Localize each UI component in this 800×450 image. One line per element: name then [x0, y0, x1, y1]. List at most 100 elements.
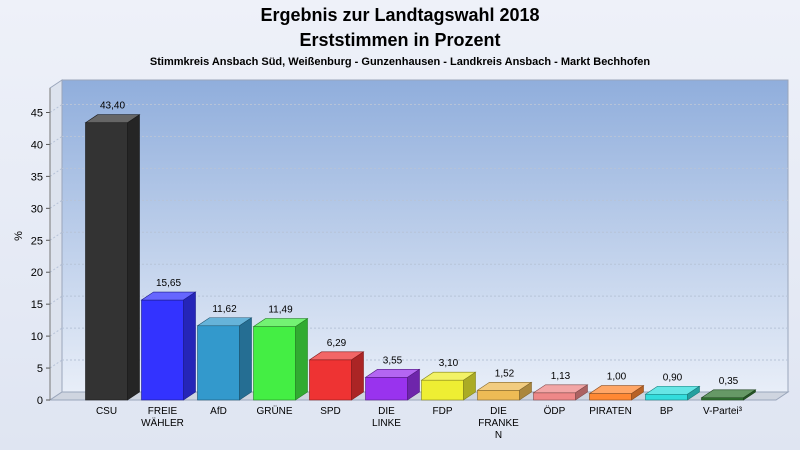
- bar-side: [631, 385, 644, 401]
- x-tick-label: DIE LINKE: [372, 406, 401, 429]
- y-tick-label: 5: [37, 363, 43, 375]
- x-tick-label-line: DIE: [490, 406, 507, 417]
- data-label: 3,10: [439, 358, 459, 369]
- x-tick-label: DIE FRANKE N: [478, 406, 519, 441]
- bar-side: [183, 291, 196, 401]
- x-tick-label: PIRATEN: [589, 406, 632, 417]
- grid-line-side: [49, 231, 63, 241]
- x-tick-label-line: PIRATEN: [589, 406, 632, 417]
- grid-line-side: [49, 359, 63, 369]
- grid-line-side: [49, 199, 63, 209]
- bar: [532, 384, 589, 401]
- bar-side: [239, 317, 252, 401]
- bar-side: [687, 385, 700, 401]
- data-label: 43,40: [100, 101, 125, 112]
- bar-front: [477, 389, 520, 401]
- x-tick-label-line: V-Partei³: [703, 406, 743, 417]
- plot-side-wall: [49, 79, 63, 401]
- y-tick-label: 0: [37, 395, 43, 407]
- x-tick-label: AfD: [210, 406, 227, 417]
- grid-line-side: [49, 295, 63, 305]
- x-tick-label-line: LINKE: [372, 418, 401, 429]
- bar-side: [407, 368, 420, 401]
- bar-side: [351, 351, 364, 401]
- data-label: 1,13: [551, 371, 571, 382]
- bar-front: [253, 326, 296, 401]
- x-tick-label-line: FREIE: [148, 406, 178, 417]
- x-tick-label-line: DIE: [378, 406, 395, 417]
- bar: [364, 368, 421, 401]
- x-tick-label-line: GRÜNE: [256, 405, 292, 417]
- bar: [700, 389, 757, 401]
- x-tick-label-line: SPD: [320, 406, 341, 417]
- data-label: 0,90: [663, 372, 683, 383]
- bar: [476, 381, 533, 401]
- data-label: 11,62: [212, 304, 237, 315]
- x-tick-label-line: AfD: [210, 406, 227, 417]
- bar-front: [309, 359, 352, 401]
- bar-side: [463, 371, 476, 401]
- x-tick-label: V-Partei³: [703, 406, 743, 417]
- x-tick-label: SPD: [320, 406, 341, 417]
- x-tick-label-line: N: [495, 430, 502, 441]
- data-label: 1,00: [607, 372, 627, 383]
- x-tick-label: FREIE WÄHLER: [141, 406, 184, 429]
- bar-side: [127, 114, 140, 401]
- x-tick-label-line: WÄHLER: [141, 417, 184, 429]
- bar-front: [589, 393, 632, 401]
- x-tick-label-line: FDP: [433, 406, 453, 417]
- bar-side: [575, 384, 588, 401]
- grid-line-side: [49, 136, 63, 145]
- x-tick-label: ÖDP: [544, 405, 566, 417]
- x-tick-label-line: CSU: [96, 406, 117, 417]
- data-label: 1,52: [495, 368, 515, 379]
- grid-line-side: [49, 167, 63, 177]
- y-tick-label: 10: [31, 331, 43, 343]
- data-label: 3,55: [383, 355, 403, 366]
- chart-subtitle: Stimmkreis Ansbach Süd, Weißenburg - Gun…: [150, 56, 650, 68]
- bar: [420, 371, 477, 401]
- grid-line-side: [49, 104, 63, 113]
- data-label: 6,29: [327, 338, 347, 349]
- bar-side: [295, 318, 308, 401]
- x-tick-label: FDP: [433, 406, 453, 417]
- y-tick-label: 45: [31, 108, 43, 120]
- bar: [588, 385, 645, 401]
- y-tick-label: 35: [31, 171, 43, 183]
- grid-line-side: [49, 327, 63, 337]
- y-axis-label: %: [13, 231, 25, 241]
- bar-front: [701, 397, 744, 401]
- bar: [308, 351, 365, 401]
- x-tick-label: GRÜNE: [256, 405, 292, 417]
- bar: [140, 291, 197, 401]
- grid-line-side: [49, 263, 63, 273]
- chart-title: Ergebnis zur Landtagswahl 2018: [260, 5, 539, 25]
- bar-front: [85, 122, 128, 401]
- data-label: 11,49: [268, 305, 293, 316]
- bar-side: [743, 389, 756, 401]
- bar-front: [533, 392, 576, 401]
- x-tick-label: BP: [660, 406, 674, 417]
- data-label: 0,35: [719, 376, 739, 387]
- data-label: 15,65: [156, 278, 181, 289]
- y-tick-label: 20: [31, 267, 43, 279]
- y-tick-label: 15: [31, 299, 43, 311]
- x-tick-label: CSU: [96, 406, 117, 417]
- bar-front: [141, 299, 184, 401]
- bar: [644, 385, 701, 401]
- y-tick-label: 30: [31, 203, 43, 215]
- bar-front: [365, 377, 408, 401]
- bar: [84, 114, 141, 401]
- bar-front: [645, 393, 688, 401]
- bar-front: [421, 379, 464, 401]
- bar-side: [519, 381, 532, 401]
- x-tick-label-line: FRANKE: [478, 418, 519, 429]
- y-tick-label: 25: [31, 235, 43, 247]
- x-tick-label-line: BP: [660, 406, 674, 417]
- bar: [252, 318, 309, 401]
- bar-front: [197, 325, 240, 401]
- x-tick-label-line: ÖDP: [544, 405, 566, 417]
- chart-title-2: Erststimmen in Prozent: [299, 30, 500, 50]
